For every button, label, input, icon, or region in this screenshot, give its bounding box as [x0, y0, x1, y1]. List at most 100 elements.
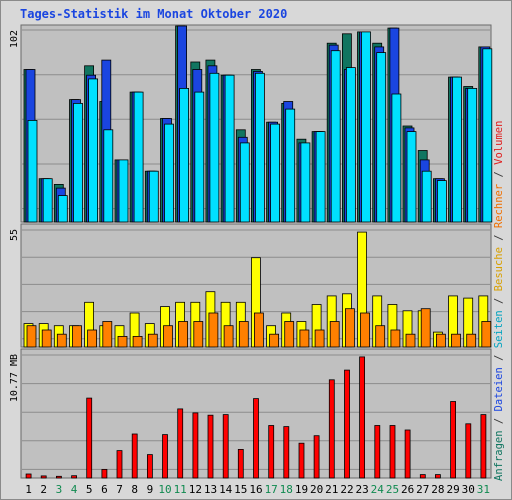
y-axis-max-label-bottom: 10.77 MB: [9, 354, 20, 402]
bar-pages-day-30: [467, 88, 478, 223]
bar-sites-day-24: [375, 325, 386, 348]
bar-pages-day-23: [361, 31, 371, 223]
legend-entry-7: /: [493, 228, 505, 247]
bar-kbytes-day-6: [101, 468, 108, 479]
bar-pages-day-28: [436, 180, 447, 223]
bar-kbytes-day-28: [434, 474, 441, 479]
x-tick-label-day-30: 30: [462, 483, 475, 496]
bar-pages-day-5: [88, 78, 98, 223]
bar-kbytes-day-11: [177, 408, 184, 479]
x-tick-label-day-1: 1: [25, 483, 32, 496]
bar-sites-day-9: [147, 333, 158, 348]
bar-pages-day-20: [315, 131, 326, 223]
bar-kbytes-day-27: [419, 474, 426, 479]
bar-kbytes-day-30: [465, 423, 472, 479]
bar-sites-day-29: [451, 333, 461, 348]
bar-kbytes-day-20: [313, 435, 320, 479]
bar-kbytes-day-18: [283, 426, 290, 479]
bar-kbytes-day-22: [344, 369, 350, 479]
bar-sites-day-27: [420, 308, 431, 348]
x-tick-label-day-12: 12: [189, 483, 202, 496]
bar-sites-day-18: [284, 321, 295, 348]
legend-entry-4: Seiten: [493, 310, 505, 348]
bar-pages-day-13: [209, 72, 220, 223]
bar-kbytes-day-9: [146, 454, 153, 479]
bar-kbytes-day-26: [404, 429, 411, 479]
bar-sites-day-2: [41, 329, 52, 348]
bar-pages-day-29: [452, 76, 462, 223]
bar-sites-day-7: [117, 335, 128, 348]
bar-pages-day-17: [270, 123, 281, 223]
x-tick-label-day-14: 14: [219, 483, 233, 496]
bar-pages-day-2: [42, 178, 53, 223]
bar-sites-day-16: [253, 312, 264, 348]
bar-sites-day-14: [223, 325, 234, 348]
bar-pages-day-21: [330, 50, 341, 223]
x-tick-label-day-17: 17: [265, 483, 278, 496]
x-tick-label-day-27: 27: [416, 483, 429, 496]
bar-kbytes-day-31: [480, 414, 487, 479]
bar-sites-day-30: [466, 333, 477, 348]
x-tick-label-day-29: 29: [446, 483, 459, 496]
bar-pages-day-9: [148, 170, 159, 223]
bar-pages-day-15: [239, 142, 250, 223]
bar-sites-day-21: [329, 321, 340, 348]
right-legend: Anfragen / Dateien / Seiten / Besuche / …: [493, 121, 505, 481]
bar-kbytes-day-8: [131, 433, 138, 479]
y-axis-max-label-middle: 55: [9, 229, 20, 241]
bar-pages-day-16: [254, 72, 265, 223]
legend-entry-9: /: [493, 165, 505, 184]
bar-pages-day-22: [345, 67, 356, 223]
bar-pages-day-3: [57, 195, 68, 223]
bar-sites-day-6: [102, 321, 113, 348]
bar-kbytes-day-3: [56, 475, 62, 479]
x-tick-label-day-15: 15: [234, 483, 247, 496]
legend-entry-8: Rechner: [493, 184, 505, 228]
bar-sites-day-17: [269, 333, 280, 348]
bar-kbytes-day-14: [222, 414, 229, 479]
bar-kbytes-day-4: [71, 475, 77, 479]
bar-sites-day-22: [344, 308, 355, 348]
x-tick-label-day-4: 4: [71, 483, 78, 496]
x-tick-label-day-28: 28: [431, 483, 444, 496]
bar-sites-day-23: [360, 312, 370, 348]
bar-sites-day-10: [163, 325, 173, 348]
bar-kbytes-day-5: [86, 397, 93, 479]
bar-sites-day-26: [405, 333, 416, 348]
legend-entry-3: /: [493, 348, 505, 367]
x-tick-label-day-26: 26: [401, 483, 414, 496]
bar-pages-day-7: [118, 159, 129, 223]
x-tick-label-day-5: 5: [86, 483, 93, 496]
bar-sites-day-15: [238, 321, 249, 348]
chart-title: Tages-Statistik im Monat Oktober 2020: [20, 7, 288, 21]
bar-sites-day-3: [56, 333, 67, 348]
bar-kbytes-day-29: [450, 401, 457, 479]
x-tick-label-day-23: 23: [355, 483, 368, 496]
bar-pages-day-8: [133, 91, 144, 223]
x-tick-label-day-31: 31: [477, 483, 490, 496]
x-tick-label-day-24: 24: [371, 483, 385, 496]
x-tick-label-day-13: 13: [204, 483, 217, 496]
bar-pages-day-27: [421, 170, 432, 223]
bar-pages-day-12: [194, 91, 205, 223]
bar-kbytes-day-10: [162, 434, 168, 479]
bar-kbytes-day-15: [237, 448, 244, 479]
bar-sites-day-5: [87, 329, 97, 348]
legend-entry-2: Dateien: [493, 367, 505, 411]
bar-kbytes-day-23: [359, 356, 366, 479]
bar-pages-day-6: [103, 129, 114, 223]
bar-sites-day-20: [314, 329, 325, 348]
x-tick-label-day-3: 3: [56, 483, 63, 496]
bar-kbytes-day-16: [253, 398, 259, 479]
bar-sites-day-25: [390, 329, 401, 348]
x-tick-label-day-11: 11: [174, 483, 187, 496]
y-axis-max-label-top: 102: [9, 30, 20, 48]
x-tick-label-day-16: 16: [249, 483, 262, 496]
x-tick-label-day-20: 20: [310, 483, 323, 496]
legend-entry-5: /: [493, 291, 505, 310]
x-tick-label-day-7: 7: [116, 483, 123, 496]
x-tick-label-day-19: 19: [295, 483, 308, 496]
bar-pages-day-10: [164, 123, 174, 223]
legend-entry-1: /: [493, 411, 505, 430]
x-tick-label-day-2: 2: [40, 483, 47, 496]
